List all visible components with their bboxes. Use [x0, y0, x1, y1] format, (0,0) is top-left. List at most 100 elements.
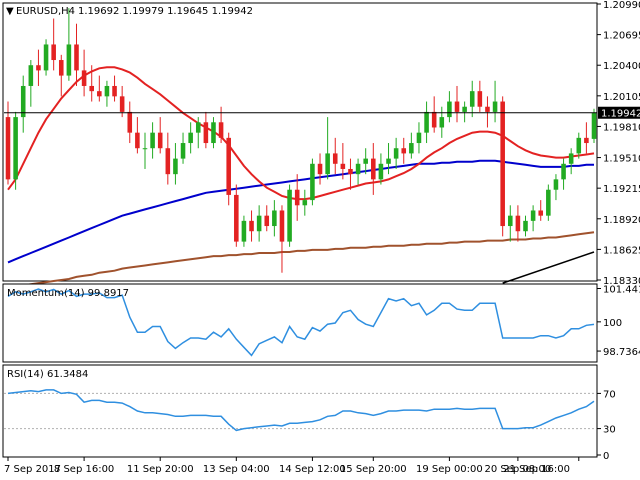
- candle: [13, 111, 18, 190]
- candle: [36, 49, 41, 86]
- chart-header-symbol: EURUSD,H4: [16, 6, 75, 17]
- candle-body: [249, 220, 254, 232]
- candle: [378, 153, 384, 185]
- time-tick-label: 19 Sep 00:00: [416, 464, 483, 475]
- candle: [561, 158, 566, 190]
- time-tick-label: 15 Sep 20:00: [340, 464, 407, 475]
- support-trendline: [502, 251, 595, 284]
- candle-body: [13, 117, 18, 180]
- candle: [249, 210, 254, 242]
- ma-slow-line: [7, 231, 595, 289]
- candle-body: [317, 163, 323, 175]
- time-tick-label: 20 Sep 08:00: [485, 464, 552, 475]
- candle-body: [523, 220, 528, 232]
- candle: [104, 80, 110, 107]
- candle: [5, 101, 11, 185]
- candle-body: [454, 101, 460, 112]
- candle: [294, 174, 300, 221]
- candle-body: [218, 122, 224, 138]
- candle-body: [241, 220, 247, 242]
- candle-body: [371, 158, 376, 180]
- candle: [203, 111, 209, 149]
- candle: [340, 143, 346, 180]
- momentum-line: [7, 288, 595, 357]
- candle-body: [294, 189, 300, 206]
- candle: [332, 137, 338, 175]
- candle-body: [36, 65, 41, 71]
- momentum-panel: 101.4419 100 98.7364 Momentum(14) 99.8917: [2, 283, 640, 363]
- candle: [142, 132, 148, 169]
- candle: [363, 148, 368, 175]
- candle: [546, 184, 551, 221]
- candle-body: [180, 143, 186, 159]
- candle: [58, 54, 64, 97]
- candle: [89, 65, 94, 102]
- candle-body: [401, 148, 407, 154]
- candle-body: [157, 132, 163, 149]
- candle-body: [485, 106, 490, 112]
- rsi-line: [7, 389, 595, 432]
- candle: [371, 143, 376, 195]
- momentum-tick-label: 101.4419: [603, 284, 640, 295]
- candle-body: [393, 148, 399, 159]
- candle-body: [302, 200, 308, 206]
- candle: [500, 96, 505, 237]
- main-panel-frame: [2, 2, 598, 282]
- momentum-tick-label: 100: [603, 318, 622, 329]
- price-tick-label: 1.20695: [603, 31, 640, 42]
- candle-body: [355, 163, 361, 175]
- ma-fast-line: [7, 66, 595, 201]
- price-tick-label: 1.20990: [603, 0, 640, 11]
- candle-body: [538, 210, 544, 216]
- candle-body: [211, 122, 216, 144]
- candle: [553, 174, 559, 201]
- momentum-tick-label: 98.7364: [603, 347, 640, 358]
- candle-body: [119, 96, 125, 112]
- candle: [508, 205, 513, 242]
- price-axis: 1.20990 1.20695 1.20400 1.20105 1.19810 1.195…: [597, 0, 640, 287]
- candle: [135, 117, 140, 154]
- candle: [386, 143, 391, 175]
- candle: [234, 184, 239, 247]
- candle-body: [150, 132, 155, 149]
- candle-body: [546, 189, 551, 216]
- candle-body: [226, 137, 231, 195]
- rsi-panel: 70 30 0 RSI(14) 61.3484: [2, 364, 616, 462]
- price-tick-label: 1.18330: [603, 276, 640, 287]
- price-tick-label: 1.19510: [603, 154, 640, 165]
- candle-body: [58, 60, 64, 76]
- candle: [523, 215, 528, 237]
- rsi-tick-label: 30: [603, 425, 616, 436]
- candle-body: [561, 163, 566, 180]
- momentum-panel-frame: [2, 283, 598, 363]
- candle-body: [576, 137, 582, 154]
- candle-body: [43, 44, 49, 71]
- candle-body: [591, 112, 597, 139]
- candle-body: [165, 148, 171, 175]
- price-tick-label: 1.19215: [603, 184, 640, 195]
- candle: [439, 106, 445, 138]
- candle: [348, 158, 353, 190]
- rsi-tick-label: 70: [603, 389, 616, 400]
- candle: [454, 85, 460, 123]
- candle-body: [272, 210, 277, 227]
- candle-body: [135, 132, 140, 149]
- candle-body: [112, 85, 117, 97]
- candle-body: [332, 153, 338, 164]
- candle-body: [348, 168, 353, 175]
- candle: [568, 148, 574, 175]
- candle-body: [66, 44, 72, 76]
- candle-body: [173, 158, 178, 175]
- candle: [469, 80, 475, 118]
- candle-body: [188, 132, 193, 144]
- candle-body: [264, 215, 270, 227]
- candle-body: [287, 189, 292, 242]
- current-price-tag-label: 1.19942: [601, 109, 640, 120]
- candle: [256, 205, 262, 242]
- candle: [591, 108, 597, 144]
- candle-body: [89, 85, 94, 92]
- candle-body: [409, 143, 414, 154]
- candle: [538, 200, 544, 221]
